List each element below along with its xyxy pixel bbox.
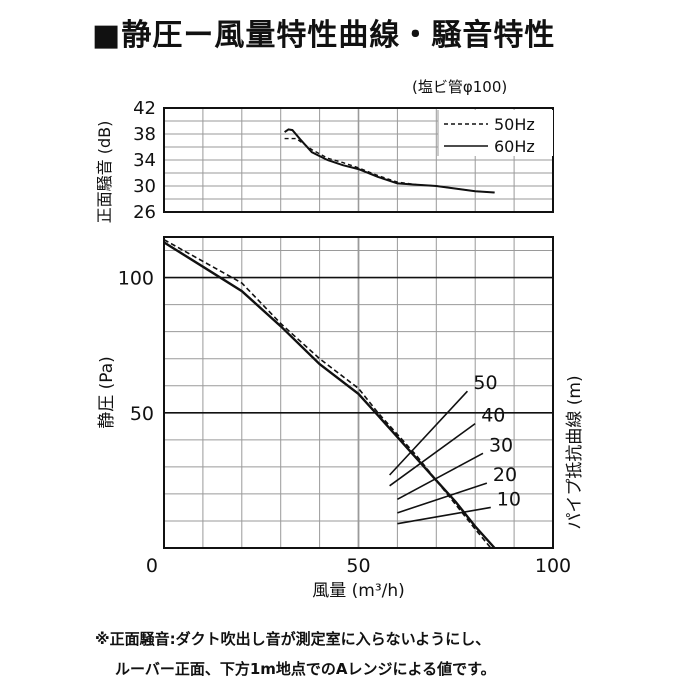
pipe-resistance-line-30 — [397, 452, 484, 501]
bottom-xtick-label: 0 — [146, 555, 158, 577]
pipe-spec-note: (塩ビ管φ100) — [412, 78, 508, 96]
top-ytick-label: 38 — [133, 124, 156, 145]
noise-series-50Hz — [284, 137, 495, 194]
footnote: ※正面騒音:ダクト吹出し音が測定室に入らないようにし、 ルーバー正面、下方1m地… — [95, 624, 496, 684]
bottom-ytick-label: 100 — [118, 268, 154, 290]
top-ytick-label: 26 — [133, 202, 156, 223]
legend-label-60Hz: 60Hz — [494, 137, 535, 156]
pipe-resistance-line-10 — [397, 506, 491, 525]
top-ytick-label: 34 — [133, 150, 156, 171]
top-ylabel: 正面騒音 (dB) — [95, 121, 114, 224]
top-ytick-label: 42 — [133, 98, 156, 119]
chart-title: ■静圧ー風量特性曲線・騒音特性 — [92, 10, 555, 54]
chart-title-text: ■静圧ー風量特性曲線・騒音特性 — [92, 18, 556, 53]
footnote-line-1: ※正面騒音:ダクト吹出し音が測定室に入らないようにし、 — [95, 630, 491, 648]
pressure-series-50Hz — [163, 239, 492, 549]
pipe-resistance-line-50 — [389, 390, 469, 476]
bottom-xlabel: 風量 (m³/h) — [312, 581, 405, 601]
pressure-series-60Hz — [163, 241, 496, 549]
bottom-ylabel: 静圧 (Pa) — [97, 356, 117, 429]
top-ytick-label: 30 — [133, 176, 156, 197]
pipe-resistance-label-30: 30 — [489, 434, 513, 456]
legend-label-50Hz: 50Hz — [494, 115, 535, 134]
pipe-resistance-label-40: 40 — [481, 405, 505, 427]
bottom-y2label: パイプ抵抗曲線 (m) — [565, 375, 585, 529]
pipe-resistance-line-40 — [389, 422, 476, 487]
pipe-resistance-line-20 — [397, 482, 488, 514]
pipe-resistance-label-20: 20 — [493, 464, 517, 486]
bottom-xtick-label: 100 — [535, 555, 571, 577]
bottom-ytick-label: 50 — [130, 403, 154, 425]
footnote-line-2: ルーバー正面、下方1m地点でのAレンジによる値です。 — [115, 660, 496, 678]
bottom-xtick-label: 50 — [346, 555, 370, 577]
pipe-resistance-label-50: 50 — [473, 372, 497, 394]
top-plot-frame — [163, 107, 554, 213]
pipe-resistance-label-10: 10 — [497, 488, 521, 510]
legend-background — [438, 110, 553, 156]
noise-series-60Hz — [284, 128, 495, 194]
bottom-plot-frame — [163, 236, 554, 549]
